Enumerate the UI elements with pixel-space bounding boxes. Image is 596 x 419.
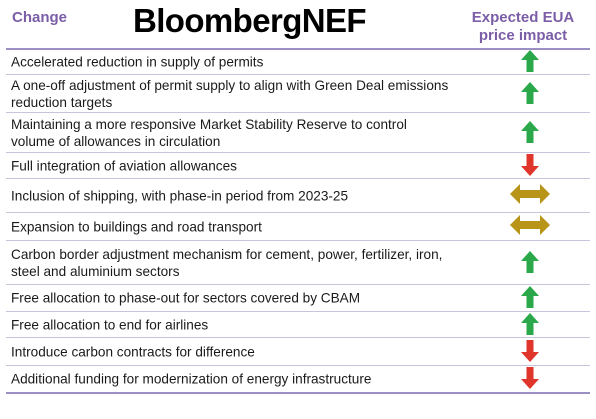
impact-header-line-2: price impact: [478, 27, 568, 44]
row-label: Introduce carbon contracts for differenc…: [11, 344, 255, 359]
change-table: Accelerated reduction in supply of permi…: [6, 50, 590, 394]
impact-header-line-1: Expected EUA: [471, 9, 575, 26]
header-divider: [6, 48, 590, 50]
table-row: Introduce carbon contracts for differenc…: [6, 338, 590, 366]
row-label: Full integration of aviation allowances: [11, 158, 237, 173]
up-arrow-icon: [506, 250, 554, 275]
brand-logo: BloombergNEF: [133, 2, 367, 39]
change-column-header: Change: [12, 9, 68, 26]
table-row: Expansion to buildings and road transpor…: [6, 213, 590, 241]
row-label: Free allocation to end for airlines: [11, 317, 209, 332]
impact-column-header: Expected EUA price impact: [458, 9, 588, 45]
row-label: Carbon border adjustment mechanism for c…: [11, 246, 443, 279]
double-arrow-icon: [506, 183, 554, 208]
double-arrow-icon: [506, 214, 554, 239]
table-row: Accelerated reduction in supply of permi…: [6, 50, 590, 75]
table-row: Carbon border adjustment mechanism for c…: [6, 241, 590, 285]
row-label: Maintaining a more responsive Market Sta…: [11, 116, 407, 149]
up-arrow-icon: [506, 81, 554, 106]
down-arrow-icon: [506, 367, 554, 391]
down-arrow-icon: [506, 153, 554, 178]
up-arrow-icon: [506, 286, 554, 310]
table-row: Full integration of aviation allowances: [6, 153, 590, 179]
row-label: Accelerated reduction in supply of permi…: [11, 54, 264, 70]
row-label: Inclusion of shipping, with phase-in per…: [11, 188, 349, 203]
up-arrow-icon: [506, 120, 554, 145]
row-label: Expansion to buildings and road transpor…: [11, 219, 262, 234]
row-label: A one-off adjustment of permit supply to…: [11, 77, 449, 110]
up-arrow-icon: [506, 312, 554, 337]
table-header: Change BloombergNEF Expected EUA price i…: [0, 0, 596, 48]
table-row: Free allocation to phase-out for sectors…: [6, 285, 590, 312]
down-arrow-icon: [506, 339, 554, 364]
table-row: Inclusion of shipping, with phase-in per…: [6, 179, 590, 213]
row-label: Additional funding for modernization of …: [11, 371, 372, 387]
table-row: A one-off adjustment of permit supply to…: [6, 75, 590, 113]
table-row: Additional funding for modernization of …: [6, 366, 590, 394]
table-row: Maintaining a more responsive Market Sta…: [6, 113, 590, 153]
up-arrow-icon: [506, 50, 554, 74]
table-row: Free allocation to end for airlines: [6, 312, 590, 338]
row-label: Free allocation to phase-out for sectors…: [11, 290, 361, 306]
